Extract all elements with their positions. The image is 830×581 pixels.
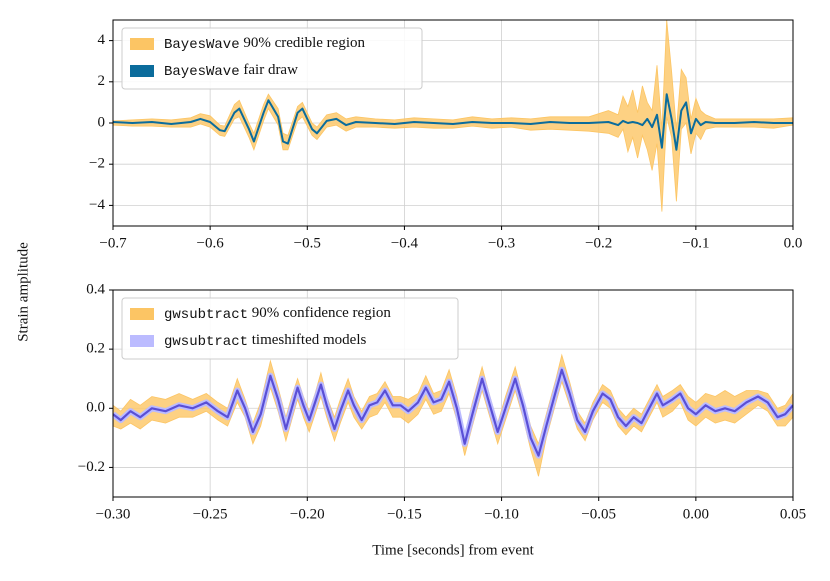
x-tick-label: −0.4 [391, 235, 419, 251]
legend-swatch [130, 308, 154, 320]
x-tick-label: −0.7 [99, 235, 127, 251]
legend-label: BayesWave fair draw [164, 62, 298, 79]
y-axis-label: Strain amplitude [15, 242, 31, 342]
x-tick-label: −0.25 [193, 506, 228, 522]
panel: −0.7 −0.6 −0.5 −0.4 −0.3 −0.2 −0.1 0.0 −4 −2 0 2 4 Ba… [89, 19, 803, 251]
y-tick-label: 0 [98, 114, 106, 130]
plot-area [113, 353, 793, 477]
y-tick-label: 0.4 [86, 281, 105, 297]
legend: gwsubtract 90% confidence region gwsubtra… [121, 297, 459, 360]
y-tick-label: 2 [98, 73, 106, 89]
plot-area [113, 20, 793, 212]
axes-frame [112, 19, 794, 227]
legend: BayesWave 90% credible region BayesWave f… [121, 27, 423, 90]
x-tick-label: −0.30 [96, 506, 131, 522]
x-tick-label: 0.00 [683, 506, 709, 522]
legend-swatch [130, 38, 154, 50]
y-tick-label: −2 [89, 156, 105, 172]
legend-box [121, 297, 459, 360]
x-tick-label: 0.05 [780, 506, 806, 522]
y-tick-label: −4 [89, 197, 105, 213]
x-tick-label: −0.10 [484, 506, 519, 522]
x-tick-label: −0.20 [290, 506, 325, 522]
y-tick-label: −0.2 [78, 459, 105, 475]
legend-label: gwsubtract timeshifted models [164, 332, 366, 349]
x-tick-label: −0.5 [294, 235, 321, 251]
x-tick-label: 0.0 [784, 235, 803, 251]
x-tick-label: −0.1 [682, 235, 709, 251]
legend-label: gwsubtract 90% confidence region [164, 305, 391, 322]
panel: −0.30 −0.25 −0.20 −0.15 −0.10 −0.05 0.00 0.05 −0… [78, 281, 806, 522]
x-tick-label: −0.05 [581, 506, 616, 522]
model-line [113, 368, 793, 457]
y-tick-label: 4 [98, 32, 106, 48]
y-tick-label: 0.0 [86, 400, 105, 416]
legend-label: BayesWave 90% credible region [164, 35, 365, 52]
x-tick-label: −0.15 [387, 506, 422, 522]
y-tick-label: 0.2 [86, 341, 105, 357]
x-tick-label: −0.6 [197, 235, 225, 251]
legend-swatch [130, 335, 154, 347]
legend-box [121, 27, 423, 90]
data-line [113, 93, 793, 151]
axes-frame [112, 289, 794, 498]
x-tick-label: −0.2 [585, 235, 612, 251]
legend-swatch [130, 65, 154, 77]
x-tick-label: −0.3 [488, 235, 515, 251]
x-axis-label: Time [seconds] from event [372, 542, 534, 558]
